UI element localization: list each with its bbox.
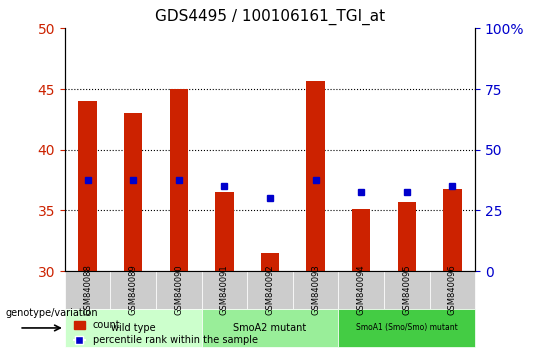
FancyBboxPatch shape [201, 309, 339, 347]
Text: GSM840095: GSM840095 [402, 265, 411, 315]
Bar [352, 209, 370, 271]
Bar [397, 202, 416, 271]
FancyBboxPatch shape [247, 271, 293, 309]
Bar [307, 80, 325, 271]
Bar [215, 192, 233, 271]
Legend: count, percentile rank within the sample: count, percentile rank within the sample [70, 316, 262, 349]
Text: wild type: wild type [111, 323, 156, 333]
Text: GSM840088: GSM840088 [83, 264, 92, 315]
Text: GSM840089: GSM840089 [129, 265, 138, 315]
Text: GSM840096: GSM840096 [448, 265, 457, 315]
FancyBboxPatch shape [65, 309, 201, 347]
Text: GSM840094: GSM840094 [357, 265, 366, 315]
FancyBboxPatch shape [430, 271, 475, 309]
Bar [261, 253, 279, 271]
Text: GSM840092: GSM840092 [266, 265, 274, 315]
Text: SmoA2 mutant: SmoA2 mutant [233, 323, 307, 333]
Bar [443, 189, 462, 271]
FancyBboxPatch shape [293, 271, 339, 309]
FancyBboxPatch shape [339, 309, 475, 347]
Bar [124, 113, 143, 271]
Text: genotype/variation: genotype/variation [5, 308, 98, 318]
Text: GSM840091: GSM840091 [220, 265, 229, 315]
Text: GSM840090: GSM840090 [174, 265, 183, 315]
FancyBboxPatch shape [384, 271, 430, 309]
FancyBboxPatch shape [65, 271, 110, 309]
FancyBboxPatch shape [201, 271, 247, 309]
Text: GDS4495 / 100106161_TGI_at: GDS4495 / 100106161_TGI_at [155, 9, 385, 25]
Bar [170, 89, 188, 271]
FancyBboxPatch shape [339, 271, 384, 309]
FancyBboxPatch shape [156, 271, 201, 309]
FancyBboxPatch shape [110, 271, 156, 309]
Bar [78, 101, 97, 271]
Text: GSM840093: GSM840093 [311, 265, 320, 315]
Text: SmoA1 (Smo/Smo) mutant: SmoA1 (Smo/Smo) mutant [356, 324, 458, 332]
